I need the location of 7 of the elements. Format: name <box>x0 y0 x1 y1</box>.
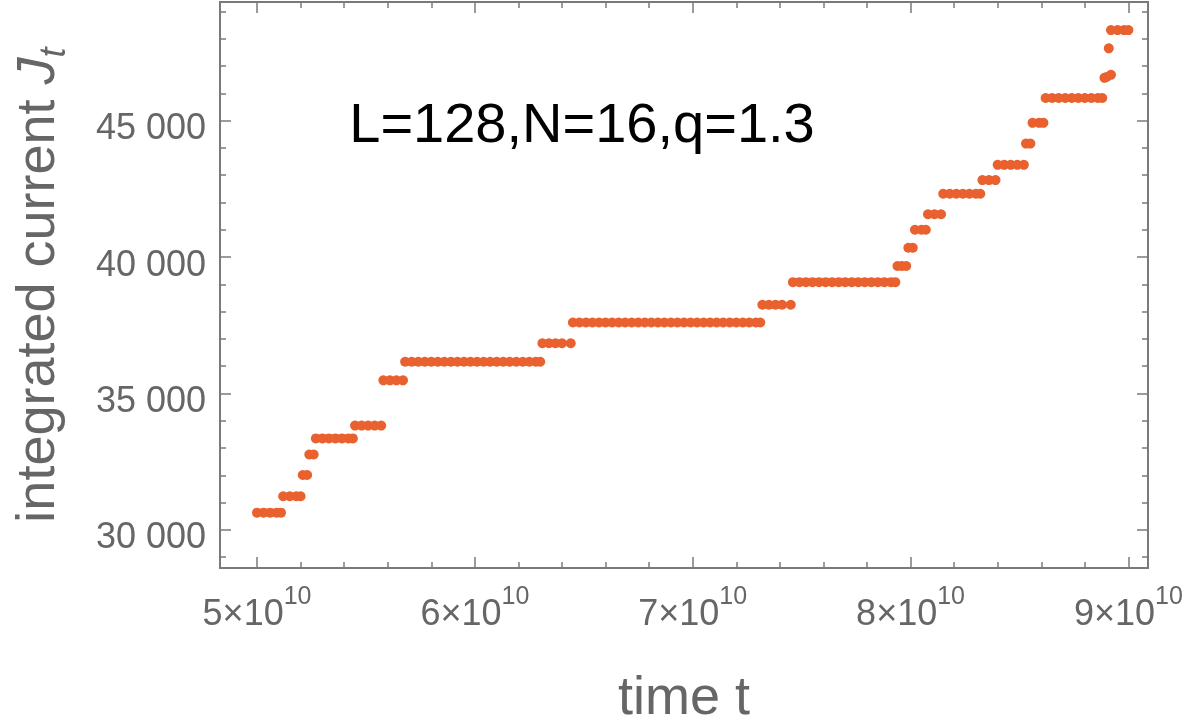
y-tick-label: 40 000 <box>95 242 206 284</box>
annotation: L=128,N=16,q=1.3 <box>349 90 815 154</box>
y-tick-label: 45 000 <box>95 106 206 148</box>
y-tick-label: 35 000 <box>95 378 206 420</box>
x-axis-title: time t <box>617 665 751 725</box>
y-axis-title: integrated current Jt <box>5 45 73 523</box>
y-tick-label: 30 000 <box>95 515 206 557</box>
